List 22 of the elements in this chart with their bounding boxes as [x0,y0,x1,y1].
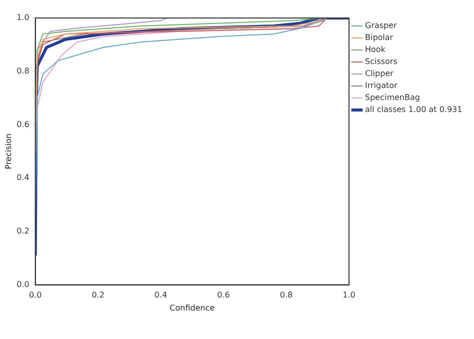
y-tick-label: 0.0 [16,280,30,289]
x-axis-title: Confidence [170,303,215,312]
x-tick-label: 0.4 [154,290,168,300]
legend-label: Hook [365,45,386,54]
y-tick-label: 1.0 [16,13,30,22]
y-axis-title: Precision [4,134,13,170]
x-tick-label: 0.2 [92,290,104,300]
x-tick-label: 0.8 [280,290,293,300]
y-tick-label: 0.2 [16,226,30,236]
x-tick-label: 0.0 [28,290,42,300]
x-tick-label: 0.6 [217,290,230,300]
legend-label: Scissors [365,57,398,66]
legend-label: Irrigator [365,81,398,90]
x-tick-label: 1.0 [342,290,356,300]
legend-label: Clipper [365,69,394,78]
legend-label: all classes 1.00 at 0.931 [365,105,462,114]
legend-label: Bipolar [365,33,394,42]
legend-label: Grasper [365,21,398,30]
legend-label: SpecimenBag [365,93,420,102]
y-tick-label: 0.8 [16,66,30,76]
y-tick-label: 0.6 [16,120,30,129]
y-tick-label: 0.4 [16,173,30,182]
